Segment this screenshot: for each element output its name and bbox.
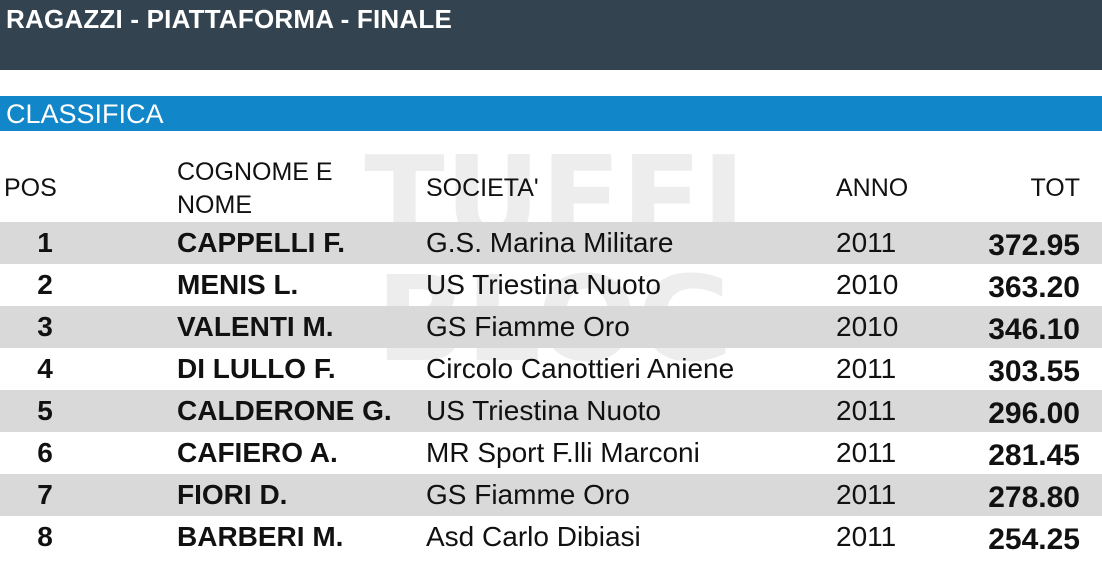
table-row: 3 VALENTI M. GS Fiamme Oro 2010 346.10 <box>0 306 1102 348</box>
results-table: 1 CAPPELLI F. G.S. Marina Militare 2011 … <box>0 222 1102 558</box>
table-row: 6 CAFIERO A. MR Sport F.lli Marconi 2011… <box>0 432 1102 474</box>
section-bar: CLASSIFICA <box>0 96 1102 131</box>
row-year: 2011 <box>836 353 897 384</box>
row-total: 363.20 <box>988 271 1080 304</box>
row-year: 2011 <box>836 437 897 468</box>
row-athlete-name: VALENTI M. <box>177 311 334 342</box>
row-total: 278.80 <box>988 481 1080 514</box>
row-club: GS Fiamme Oro <box>426 479 630 510</box>
row-year: 2011 <box>836 395 897 426</box>
table-header: POS COGNOME E NOME SOCIETA' ANNO TOT <box>0 156 1102 222</box>
row-athlete-name: FIORI D. <box>177 479 288 510</box>
page-title: RAGAZZI - PIATTAFORMA - FINALE <box>6 4 453 34</box>
table-row: 2 MENIS L. US Triestina Nuoto 2010 363.2… <box>0 264 1102 306</box>
row-position: 1 <box>37 227 53 258</box>
row-athlete-name: MENIS L. <box>177 269 299 300</box>
row-position: 5 <box>37 395 53 426</box>
row-club: MR Sport F.lli Marconi <box>426 437 700 468</box>
row-athlete-name: CAPPELLI F. <box>177 227 346 258</box>
row-club: Asd Carlo Dibiasi <box>426 521 641 552</box>
row-club: G.S. Marina Militare <box>426 227 674 258</box>
section-title: CLASSIFICA <box>6 99 164 129</box>
row-athlete-name: CAFIERO A. <box>177 437 338 468</box>
row-athlete-name: BARBERI M. <box>177 521 344 552</box>
row-year: 2010 <box>836 269 899 300</box>
row-club: US Triestina Nuoto <box>426 395 661 426</box>
table-row: 5 CALDERONE G. US Triestina Nuoto 2011 2… <box>0 390 1102 432</box>
row-year: 2011 <box>836 479 897 510</box>
table-row: 1 CAPPELLI F. G.S. Marina Militare 2011 … <box>0 222 1102 264</box>
title-bar: RAGAZZI - PIATTAFORMA - FINALE <box>0 0 1102 70</box>
header-pos: POS <box>4 174 57 202</box>
row-position: 6 <box>37 437 53 468</box>
row-position: 3 <box>37 311 53 342</box>
table-row: 7 FIORI D. GS Fiamme Oro 2011 278.80 <box>0 474 1102 516</box>
row-year: 2010 <box>836 311 899 342</box>
row-position: 4 <box>37 353 53 384</box>
table-row: 8 BARBERI M. Asd Carlo Dibiasi 2011 254.… <box>0 516 1102 558</box>
header-anno: ANNO <box>836 174 909 202</box>
row-total: 281.45 <box>988 439 1080 472</box>
row-total: 372.95 <box>988 229 1080 262</box>
row-athlete-name: DI LULLO F. <box>177 353 336 384</box>
header-name: COGNOME E NOME <box>177 158 333 219</box>
row-year: 2011 <box>836 227 897 258</box>
row-total: 296.00 <box>988 397 1080 430</box>
row-club: US Triestina Nuoto <box>426 269 661 300</box>
row-total: 346.10 <box>988 313 1080 346</box>
header-societa: SOCIETA' <box>426 174 539 202</box>
row-club: GS Fiamme Oro <box>426 311 630 342</box>
row-total: 254.25 <box>988 523 1080 556</box>
header-tot: TOT <box>1030 174 1080 202</box>
table-row: 4 DI LULLO F. Circolo Canottieri Aniene … <box>0 348 1102 390</box>
row-position: 2 <box>37 269 53 300</box>
row-year: 2011 <box>836 521 897 552</box>
row-total: 303.55 <box>988 355 1080 388</box>
row-athlete-name: CALDERONE G. <box>177 395 392 426</box>
row-position: 7 <box>37 479 53 510</box>
row-club: Circolo Canottieri Aniene <box>426 353 735 384</box>
row-position: 8 <box>37 521 53 552</box>
